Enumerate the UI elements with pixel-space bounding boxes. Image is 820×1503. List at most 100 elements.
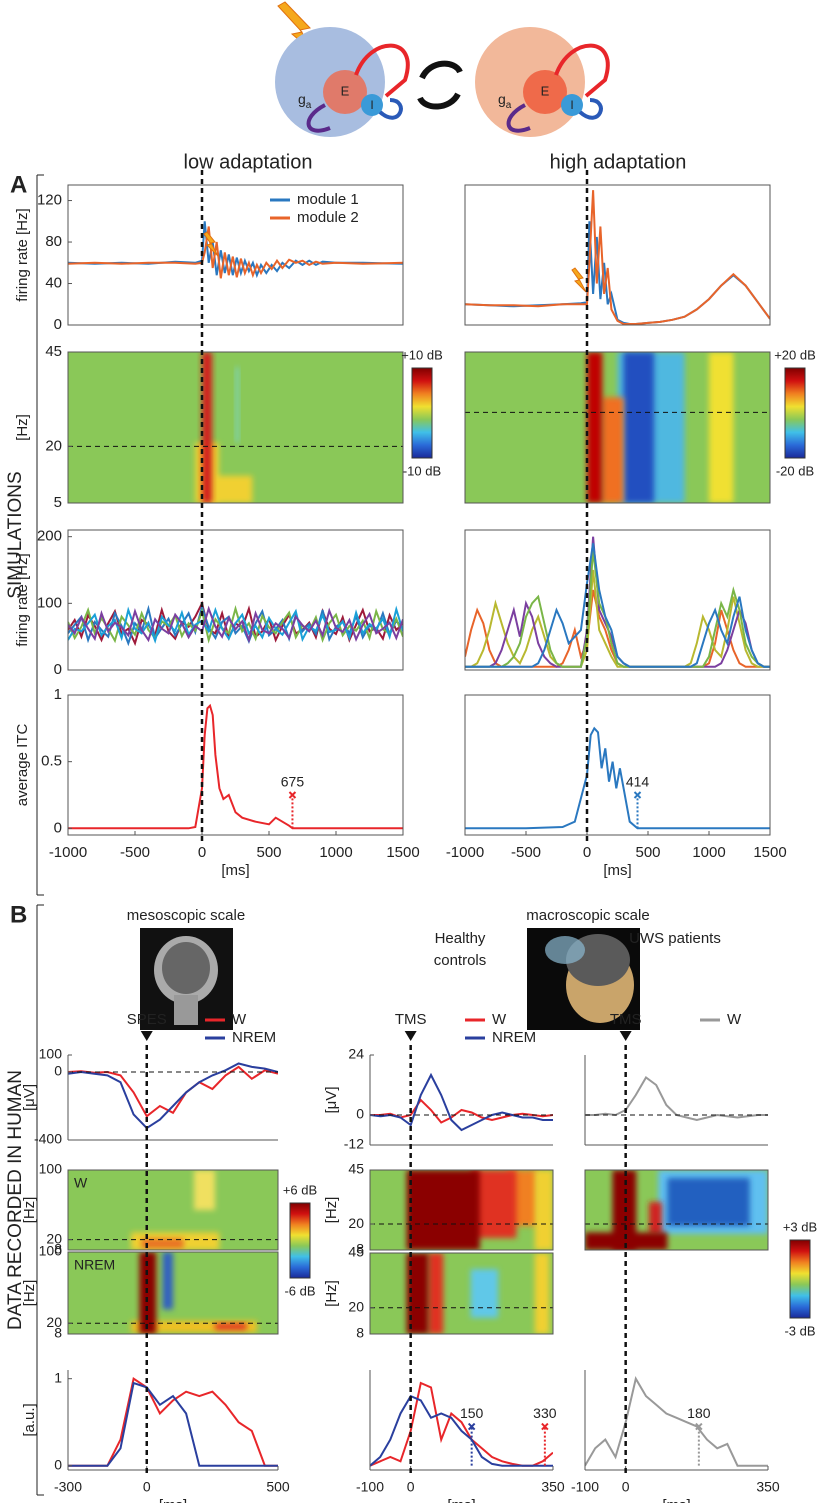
y-tick-label: 0 bbox=[356, 1106, 364, 1122]
y-tick-label: 8 bbox=[356, 1325, 364, 1341]
x-tick-label: 1500 bbox=[386, 844, 419, 861]
ga-label: ga bbox=[498, 91, 512, 111]
y-tick-label: 0 bbox=[54, 819, 62, 836]
i-population bbox=[561, 94, 583, 116]
x-tick-label: -1000 bbox=[49, 844, 87, 861]
plot-frame bbox=[369, 1252, 554, 1335]
plot-frame bbox=[369, 1169, 554, 1251]
series-line bbox=[585, 1076, 768, 1122]
mri-image bbox=[140, 928, 233, 1030]
heatmap-region bbox=[534, 1253, 550, 1334]
y-tick-label: 0 bbox=[54, 1063, 62, 1079]
x-tick-label: 0 bbox=[622, 1479, 630, 1495]
ga-sub: a bbox=[506, 100, 512, 111]
y-tick-label: 20 bbox=[45, 437, 62, 454]
x-tick-label: 0 bbox=[583, 844, 591, 861]
excitatory-loop bbox=[354, 43, 410, 98]
legend-label: module 1 bbox=[297, 191, 359, 208]
e-label: E bbox=[541, 83, 550, 98]
series-line bbox=[68, 703, 403, 830]
group-title: UWS patients bbox=[629, 930, 721, 947]
legend-label: W bbox=[232, 1011, 247, 1028]
e-population bbox=[523, 70, 567, 114]
ga-label: ga bbox=[298, 91, 312, 111]
annotation-cross bbox=[541, 1422, 549, 1431]
ga-main: g bbox=[498, 91, 506, 107]
y-tick-label: -12 bbox=[344, 1136, 364, 1152]
series-line bbox=[370, 1072, 553, 1132]
x-tick-label: 0 bbox=[407, 1479, 415, 1495]
y-tick-label: 45 bbox=[348, 1161, 364, 1177]
plot-frame bbox=[464, 184, 771, 326]
heatmap-region bbox=[406, 1253, 429, 1334]
y-tick-label: 1 bbox=[54, 1369, 62, 1385]
heatmap bbox=[68, 1170, 278, 1250]
series-line bbox=[370, 1381, 553, 1467]
heatmap-region bbox=[131, 1320, 257, 1333]
plot-frame bbox=[67, 1169, 279, 1251]
annotation-cross bbox=[288, 791, 297, 799]
column-title: low adaptation bbox=[184, 151, 313, 173]
x-tick-label: -100 bbox=[571, 1479, 599, 1495]
x-axis-label: [ms] bbox=[662, 1497, 690, 1503]
colorbar bbox=[289, 1202, 311, 1279]
heatmap-region bbox=[235, 367, 239, 443]
y-tick-label: 8 bbox=[54, 1325, 62, 1341]
x-tick-label: 350 bbox=[541, 1479, 565, 1495]
y-tick-label: 8 bbox=[356, 1241, 364, 1257]
x-axis-label: [ms] bbox=[221, 862, 249, 879]
i-label: I bbox=[370, 98, 373, 112]
annotation-cross bbox=[633, 791, 642, 799]
x-tick-label: 500 bbox=[256, 844, 281, 861]
stimulus-icon bbox=[203, 231, 219, 257]
section-title: SIMULATIONS bbox=[5, 471, 26, 598]
x-axis-label: [ms] bbox=[447, 1497, 475, 1503]
colorbar-label: +3 dB bbox=[783, 1219, 817, 1234]
y-tick-label: 40 bbox=[45, 274, 62, 291]
y-tick-label: 1 bbox=[54, 686, 62, 703]
heatmap bbox=[370, 1253, 553, 1334]
group-title: Healthy controls bbox=[433, 930, 487, 969]
plot-frame bbox=[67, 529, 404, 671]
colorbar-label: -20 dB bbox=[776, 463, 814, 478]
y-tick-label: 100 bbox=[37, 594, 62, 611]
heatmap-region bbox=[534, 1170, 553, 1250]
stimulus-label: TMS bbox=[610, 1011, 642, 1028]
y-tick-label: 120 bbox=[37, 192, 62, 209]
panel-tag: W bbox=[74, 1175, 88, 1191]
annotation-label: 414 bbox=[626, 774, 650, 790]
annotation-label: 330 bbox=[533, 1405, 557, 1421]
module-diagram: E I ga E I ga bbox=[275, 1, 610, 137]
heatmap-region bbox=[585, 1232, 668, 1250]
swap-arrow bbox=[417, 92, 461, 110]
y-tick-label: 80 bbox=[45, 233, 62, 250]
y-tick-label: 20 bbox=[46, 1314, 62, 1330]
heatmap-background bbox=[370, 1253, 553, 1334]
colorbar bbox=[789, 1239, 811, 1319]
x-tick-label: 500 bbox=[635, 844, 660, 861]
heatmap-region bbox=[612, 1170, 637, 1250]
series-line bbox=[68, 1062, 278, 1130]
x-tick-label: 500 bbox=[266, 1479, 290, 1495]
y-tick-label: -400 bbox=[34, 1131, 62, 1147]
x-tick-label: -300 bbox=[54, 1479, 82, 1495]
excitatory-loop bbox=[554, 43, 610, 98]
heatmap bbox=[68, 352, 403, 503]
y-axis-label: average ITC bbox=[14, 724, 31, 807]
adaptation-loop bbox=[506, 103, 531, 133]
y-tick-label: 200 bbox=[37, 528, 62, 545]
annotation-cross bbox=[695, 1422, 703, 1431]
x-tick-label: 1500 bbox=[753, 844, 786, 861]
e-label: E bbox=[341, 83, 350, 98]
y-axis-label: firing rate [Hz] bbox=[14, 553, 31, 646]
scale-title: macroscopic scale bbox=[526, 907, 649, 924]
heatmap-region bbox=[215, 1323, 247, 1330]
e-population bbox=[323, 70, 367, 114]
series-line bbox=[370, 1394, 553, 1467]
series-line bbox=[68, 605, 403, 644]
image-shape bbox=[174, 995, 198, 1025]
inhibitory-loop bbox=[378, 98, 403, 120]
stimulus-marker bbox=[404, 1031, 417, 1041]
annotation-label: 180 bbox=[687, 1405, 711, 1421]
